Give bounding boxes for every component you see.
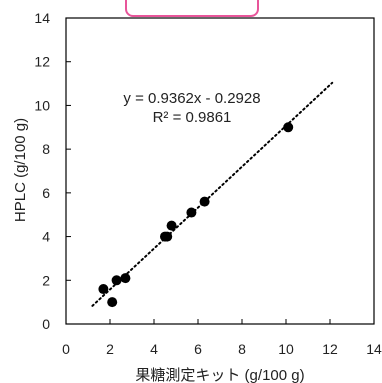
trendline-layer <box>91 81 334 307</box>
y-tick-label: 14 <box>34 10 50 26</box>
r-squared-label: R² = 0.9861 <box>153 109 232 126</box>
y-axis-title: HPLC (g/100 g) <box>12 118 29 222</box>
y-axis-ticks: 0 2 4 6 8 10 12 14 <box>34 10 71 332</box>
x-tick-label: 8 <box>238 341 246 357</box>
x-tick-label: 14 <box>366 341 382 357</box>
data-point <box>199 196 210 207</box>
data-point <box>107 297 118 308</box>
trendline-equation: y = 0.9362x - 0.2928 <box>123 90 260 107</box>
x-axis-ticks: 0 2 4 6 8 10 12 14 <box>62 319 382 357</box>
y-tick-label: 4 <box>42 229 50 245</box>
y-tick-label: 0 <box>42 316 50 332</box>
y-tick-label: 6 <box>42 185 50 201</box>
data-point <box>111 275 122 286</box>
plot-area <box>65 17 375 325</box>
x-tick-label: 6 <box>194 341 202 357</box>
x-axis-title: 果糖測定キット (g/100 g) <box>135 367 304 383</box>
plot-frame <box>65 17 375 325</box>
data-point <box>166 220 177 231</box>
x-tick-label: 12 <box>322 341 338 357</box>
data-point <box>283 122 294 133</box>
data-point <box>186 207 197 218</box>
data-point <box>162 231 173 242</box>
x-tick-label: 4 <box>150 341 158 357</box>
x-tick-label: 0 <box>62 341 70 357</box>
data-point <box>120 273 131 284</box>
y-tick-label: 2 <box>42 272 50 288</box>
x-tick-label: 2 <box>106 341 114 357</box>
x-tick-label: 10 <box>278 341 294 357</box>
y-tick-label: 12 <box>34 54 50 70</box>
top-label-frame <box>125 0 259 17</box>
y-tick-label: 8 <box>42 141 50 157</box>
trendline <box>91 81 334 307</box>
data-point <box>98 284 109 295</box>
data-points <box>98 122 294 308</box>
y-tick-label: 10 <box>34 97 50 113</box>
